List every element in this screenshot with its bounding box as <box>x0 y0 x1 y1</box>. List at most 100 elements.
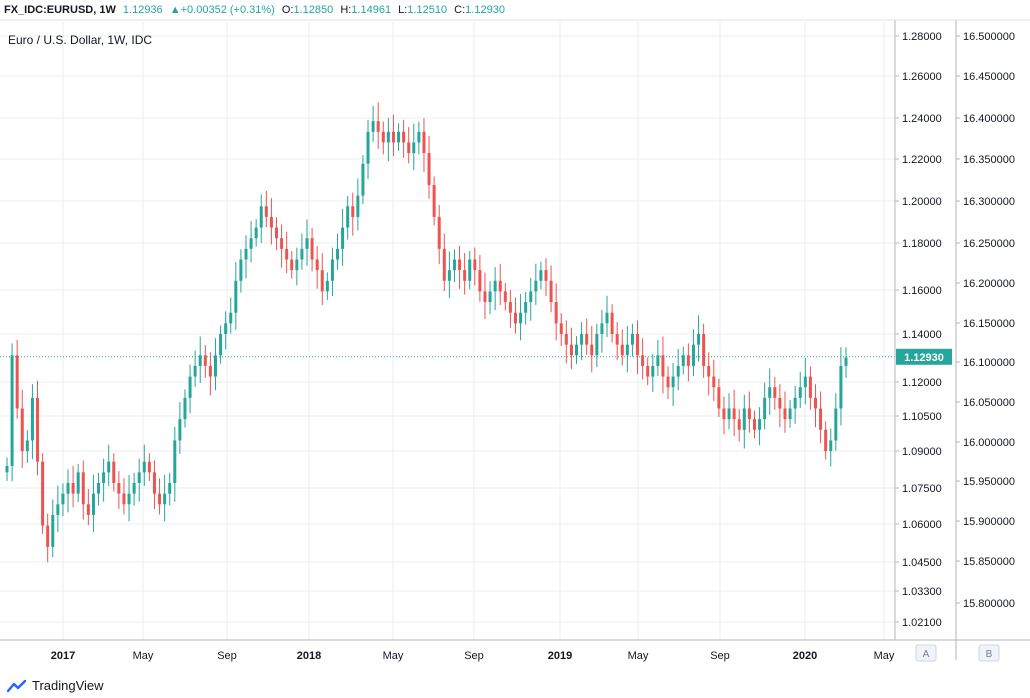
candle-body <box>386 131 390 143</box>
candle-body <box>697 334 701 345</box>
candle-body <box>244 248 248 260</box>
candle-body <box>102 472 106 483</box>
candle-body <box>742 408 746 430</box>
candle-body <box>61 493 65 505</box>
candle <box>249 221 253 263</box>
candle-body <box>641 355 645 366</box>
candle <box>646 357 650 386</box>
candle <box>819 391 823 444</box>
candle <box>463 253 467 295</box>
candle-body <box>625 344 629 356</box>
candle-body <box>97 483 101 494</box>
candle <box>829 428 833 467</box>
candle <box>697 315 701 362</box>
symbol-name[interactable]: FX_IDC:EURUSD, 1W <box>4 4 116 16</box>
candle-body <box>91 493 95 515</box>
candle <box>671 362 675 406</box>
candle <box>737 408 741 442</box>
axis-button-b-frame[interactable] <box>978 644 1000 662</box>
y-tick-label: 1.07500 <box>902 483 942 495</box>
candle-body <box>681 355 685 366</box>
candle <box>341 208 345 266</box>
x-tick-label: Sep <box>710 650 730 662</box>
candle <box>508 290 512 329</box>
footer: TradingView <box>0 674 1030 698</box>
x-tick-label: 2020 <box>793 650 817 662</box>
candle <box>600 309 604 353</box>
candle-body <box>168 483 172 494</box>
price-badge-text: 1.12930 <box>904 352 944 364</box>
candle-body <box>341 227 345 249</box>
candle <box>269 198 273 245</box>
tradingview-logo[interactable]: TradingView <box>6 678 104 693</box>
candle-body <box>213 355 217 377</box>
candle <box>417 121 421 155</box>
candle <box>336 233 340 270</box>
candle-body <box>203 355 207 366</box>
candle-body <box>498 280 502 292</box>
candle-body <box>824 429 828 452</box>
axis-button-a[interactable]: A <box>915 644 937 662</box>
candle-body <box>513 312 517 324</box>
secondary-price-axis[interactable]: 16.500000 16.450000 16.400000 16.350000 16.3… <box>956 31 1015 610</box>
candle <box>163 474 167 522</box>
candle <box>254 219 258 247</box>
candle-body <box>636 334 640 356</box>
candle-body <box>793 397 797 409</box>
candle-body <box>752 419 756 430</box>
candle-body <box>147 461 151 473</box>
open-value: 1.12850 <box>293 4 334 16</box>
candle-body <box>198 355 202 366</box>
candle-body <box>605 312 609 324</box>
candle-body <box>691 344 695 366</box>
candle <box>702 323 706 378</box>
candle-body <box>478 270 482 292</box>
price-axis[interactable]: 1.28000 1.26000 1.24000 1.22000 1.20000 1.180… <box>895 31 942 629</box>
x-tick-label: May <box>133 650 154 662</box>
x-tick-label: May <box>383 650 404 662</box>
axis-button-a-frame[interactable] <box>915 644 937 662</box>
candle-body <box>666 376 670 388</box>
candle <box>391 114 395 157</box>
candle-body <box>580 334 584 345</box>
y-tick-label: 1.20000 <box>902 196 942 208</box>
candle-body <box>346 206 350 228</box>
candle <box>452 249 456 283</box>
axis-button-b[interactable]: B <box>978 644 1000 662</box>
candle-body <box>707 365 711 377</box>
candle <box>758 407 762 446</box>
candle <box>305 219 309 266</box>
candle <box>661 336 665 394</box>
last-price: 1.12936 <box>122 4 163 16</box>
candle <box>361 155 365 205</box>
time-axis[interactable]: 2017 May Sep 2018 May Sep 2019 May Sep 2020 May <box>51 650 895 662</box>
candle <box>666 366 670 400</box>
candle-body <box>651 365 655 377</box>
candle-body <box>219 334 223 356</box>
y-tick-label: 1.04500 <box>902 557 942 569</box>
candle-body <box>630 334 634 345</box>
candle <box>681 346 685 375</box>
candle <box>244 235 248 279</box>
tradingview-cloud-icon <box>6 679 27 692</box>
price-chart[interactable]: Euro / U.S. Dollar, 1W, IDC 1.28000 1.260… <box>0 0 1030 674</box>
candle <box>549 265 553 313</box>
candle <box>330 247 334 297</box>
candle-body <box>529 291 533 303</box>
candle <box>81 460 85 520</box>
candle <box>397 123 401 151</box>
candle <box>168 472 172 506</box>
candle-body <box>178 419 182 441</box>
candle-body <box>544 270 548 281</box>
candle-body <box>656 355 660 366</box>
candle-body <box>254 227 258 239</box>
candle-body <box>808 376 812 398</box>
candle-body <box>361 163 365 196</box>
candle-body <box>549 280 553 303</box>
candle-body <box>763 397 767 420</box>
candle <box>224 311 228 350</box>
candle <box>590 325 594 373</box>
candle <box>498 263 502 306</box>
candle <box>544 258 548 297</box>
candle-body <box>600 323 604 334</box>
